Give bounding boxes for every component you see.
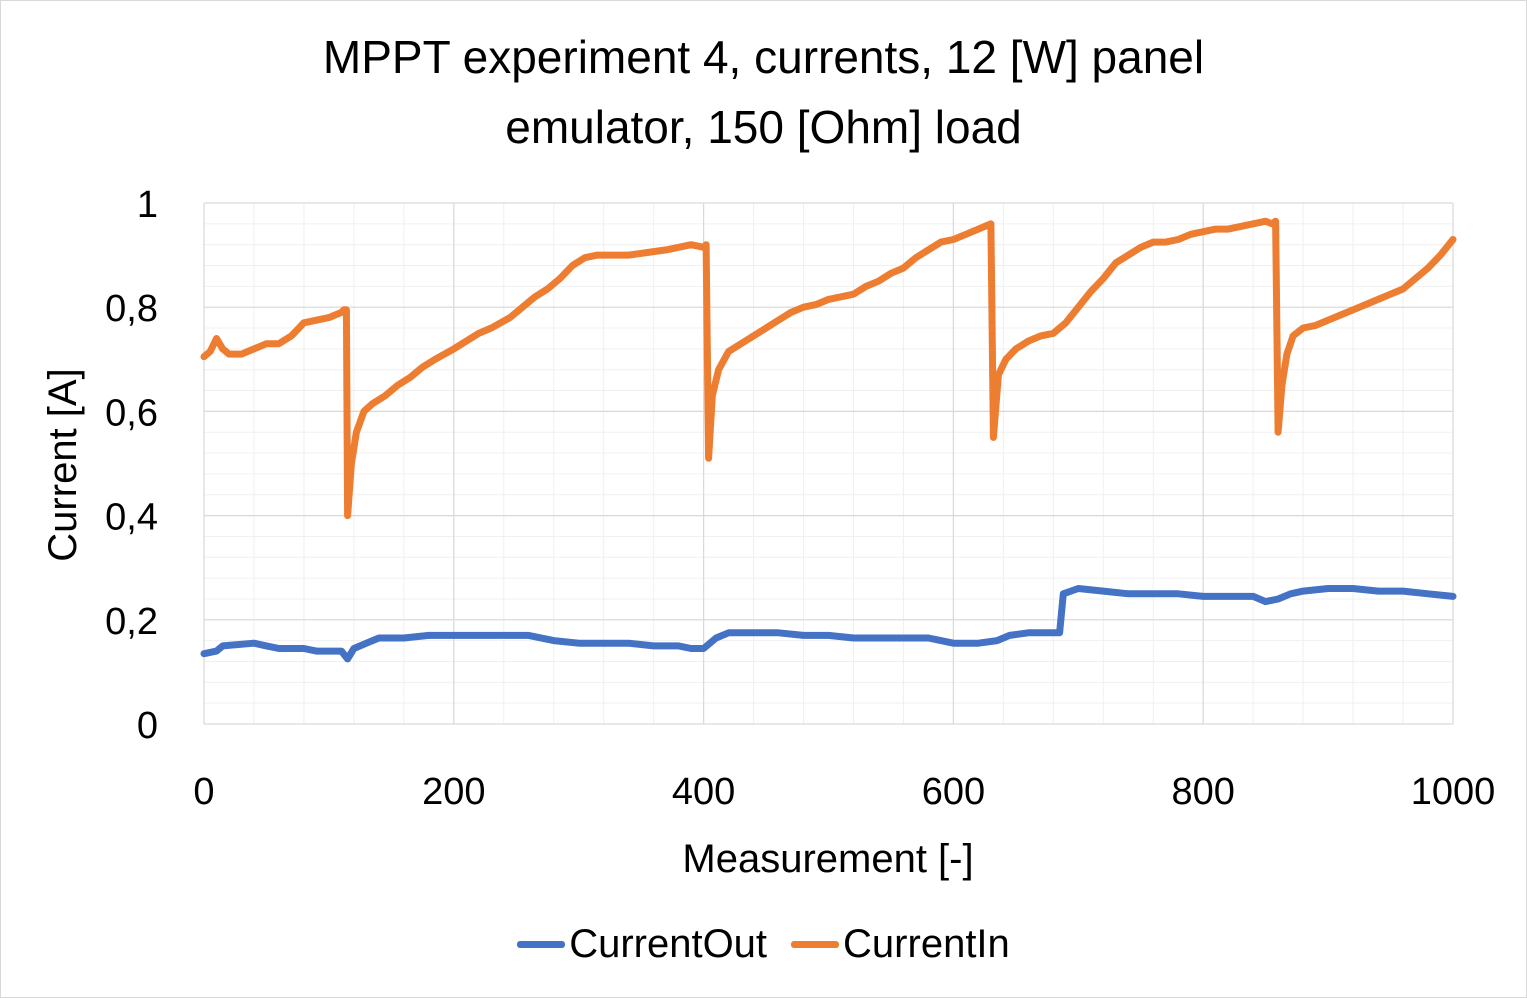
x-tick-label: 600 (922, 771, 985, 813)
legend-swatch-currentout (517, 941, 566, 948)
legend: CurrentOut CurrentIn (0, 922, 1527, 967)
x-tick-label: 800 (1171, 771, 1234, 813)
x-tick-label: 1000 (1411, 771, 1496, 813)
y-tick-label: 0,4 (105, 497, 158, 539)
y-tick-label: 0,2 (105, 601, 158, 643)
series-line-currentin (200, 217, 1457, 520)
x-tick-label: 400 (672, 771, 735, 813)
legend-label-currentin: CurrentIn (843, 922, 1010, 966)
legend-item-currentout: CurrentOut (517, 922, 767, 967)
y-tick-label: 1 (137, 184, 158, 226)
legend-swatch-currentin (791, 941, 840, 948)
x-axis-title: Measurement [-] (682, 837, 973, 881)
y-tick-label: 0 (137, 705, 158, 747)
x-tick-label: 200 (422, 771, 485, 813)
minor-gridlines (203, 202, 1454, 725)
y-axis-title: Current [A] (41, 368, 85, 561)
x-tick-label: 0 (193, 771, 214, 813)
series-layer (200, 217, 1457, 663)
tick-labels: 0 200 400 600 800 1000 0 0,2 0,4 0,6 0,8 1 (105, 184, 1495, 813)
legend-label-currentout: CurrentOut (569, 922, 768, 966)
chart-title-line1: MPPT experiment 4, currents, 12 [W] pane… (322, 31, 1205, 83)
series-line-currentout (200, 585, 1457, 663)
chart-title-line2: emulator, 150 [Ohm] load (505, 101, 1022, 153)
legend-item-currentin: CurrentIn (791, 922, 1010, 967)
y-tick-label: 0,8 (105, 288, 158, 330)
major-gridlines (203, 202, 1454, 725)
y-tick-label: 0,6 (105, 392, 158, 434)
